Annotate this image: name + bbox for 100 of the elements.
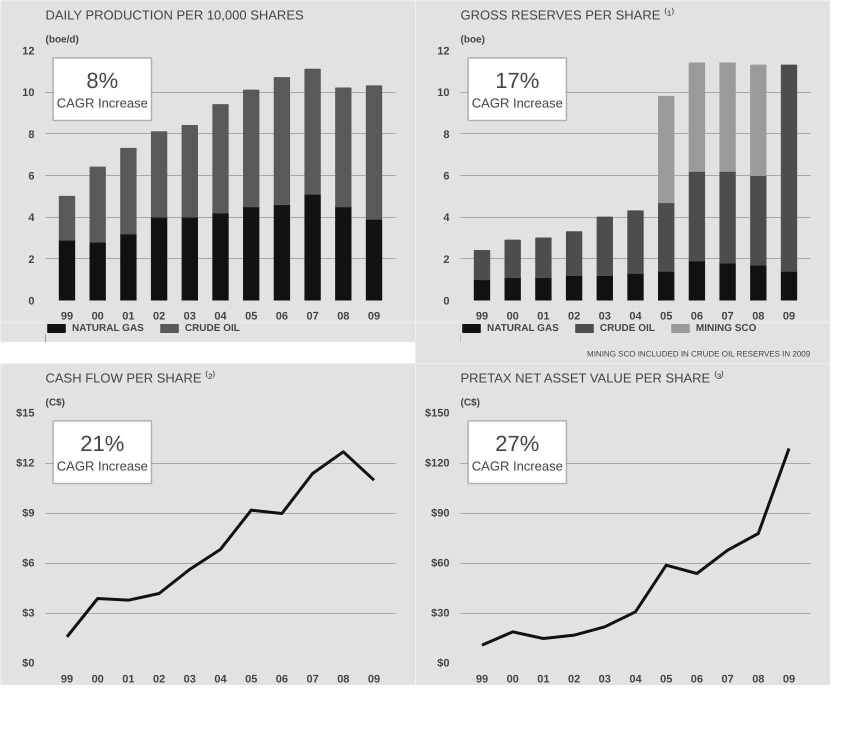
x-tick-label: 02 [152,310,166,322]
y-tick-label: $6 [22,558,35,570]
bar [335,206,352,300]
y-tick-label: 2 [443,254,450,266]
y-axis-title: (C$) [46,398,65,408]
x-tick-label: 05 [245,310,258,322]
y-tick-label: $150 [425,408,450,420]
bar [750,264,766,300]
x-tick-label: 00 [92,310,104,322]
x-tick-label: 02 [568,310,580,322]
x-tick-label: 01 [122,310,135,322]
annotation: 8% [86,68,118,93]
annotation: 17% [495,68,540,93]
y-tick-label: $60 [431,558,450,570]
bar [504,277,521,300]
x-tick-label: 00 [506,310,519,322]
bar [304,194,321,300]
bar [658,270,674,300]
y-tick-label: $0 [22,658,35,670]
x-tick-label: 01 [122,674,135,686]
y-tick-label: 8 [28,128,35,141]
x-tick-label: 07 [306,310,319,322]
x-tick-label: 02 [152,674,166,686]
bar [627,272,644,300]
bar [182,125,198,218]
x-tick-label: 06 [276,674,288,686]
bar [335,88,352,208]
x-tick-label: 05 [245,674,258,686]
bar [58,240,76,300]
bar [212,212,229,300]
legend-label: CRUDE OIL [600,322,655,334]
x-tick-label: 00 [92,674,104,686]
bar [212,104,229,214]
legend-label: MINING SCO [696,322,756,334]
y-tick-label: 10 [22,87,35,100]
bar [566,275,582,300]
y-tick-label: $12 [16,458,35,470]
bar [596,275,613,300]
x-tick-label: 04 [214,310,228,322]
chart-title: CASH FLOW PER SHARE ⁽²⁾ [46,370,216,386]
y-tick-label: 4 [28,212,36,224]
x-tick-label: 06 [276,310,288,322]
bar [274,204,290,300]
y-tick-label: 10 [437,87,450,100]
y-tick-label: $90 [431,508,450,520]
annotation: 21% [80,431,124,456]
bar [627,210,644,274]
bar [719,170,736,264]
legend-label: CRUDE OIL [184,322,240,334]
y-tick-label: 12 [22,46,35,58]
bar [120,233,137,300]
bar [688,62,706,172]
x-tick-label: 03 [598,310,611,322]
x-tick-label: 05 [660,310,672,322]
x-tick-label: 04 [629,674,642,686]
y-tick-label: $120 [425,458,450,470]
y-tick-label: 4 [443,212,450,224]
bar [658,96,674,204]
x-tick-label: 02 [568,674,580,686]
x-tick-label: 99 [60,310,74,322]
y-tick-label: $15 [16,408,35,420]
bar [90,166,106,243]
bar [366,85,382,220]
x-tick-label: 00 [506,674,519,686]
x-tick-label: 08 [752,310,764,322]
annotation: CAGR Increase [472,458,563,474]
legend-label: NATURAL GAS [72,322,144,334]
x-tick-label: 09 [368,674,380,686]
bar [750,64,766,176]
y-axis-title: (C$) [460,398,480,408]
x-tick-label: 07 [721,674,734,686]
annotation: CAGR Increase [56,96,148,110]
x-tick-label: 04 [214,674,228,686]
bar [474,250,490,280]
bar [366,218,382,300]
y-tick-label: 8 [443,128,450,141]
x-tick-label: 09 [782,674,796,686]
x-tick-label: 05 [660,674,672,686]
y-axis-title: (boe) [460,34,485,46]
y-tick-label: 2 [28,254,35,266]
annotation: CAGR Increase [472,96,563,110]
x-tick-label: 08 [337,310,350,322]
bar [780,64,798,272]
y-tick-label: 6 [443,170,450,182]
y-tick-label: $9 [22,508,35,520]
text: MINING SCO INCLUDED IN CRUDE OIL RESERVES IN 2009 [587,350,811,358]
y-tick-label: 0 [28,296,35,308]
x-tick-label: 06 [690,674,704,686]
x-tick-label: 04 [629,310,642,322]
x-tick-label: 99 [476,310,488,322]
bar [750,175,766,266]
legend-label: NATURAL GAS [487,322,559,334]
chart-title: PRETAX NET ASSET VALUE PER SHARE ⁽³⁾ [460,370,724,386]
bar [719,262,736,300]
x-tick-label: 03 [184,310,196,322]
bar [719,62,736,172]
x-tick-label: 09 [782,310,796,322]
bar [780,270,798,300]
x-tick-label: 08 [337,674,350,686]
x-tick-label: 99 [60,674,74,686]
